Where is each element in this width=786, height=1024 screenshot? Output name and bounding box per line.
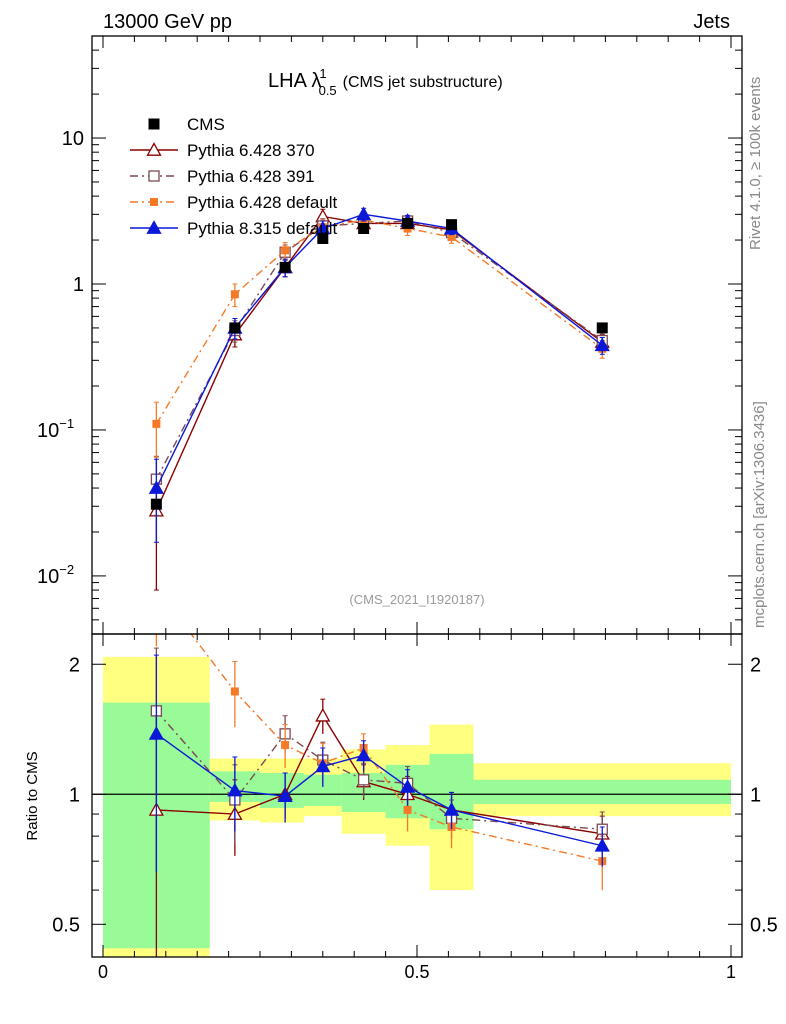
ratio-uncertainty-bands xyxy=(103,656,731,957)
cms-data-point xyxy=(446,219,458,231)
legend-label-pythia-6-428-391: Pythia 6.428 391 xyxy=(187,167,315,186)
axis-ticks: 0 0.5 1 10 1 10−1 10−2 2 2 1 1 0.5 0.5 xyxy=(37,35,778,982)
cms-data-points xyxy=(150,217,608,510)
main-series-layer xyxy=(148,206,610,591)
ratio-axis-label: Ratio to CMS xyxy=(24,751,41,840)
ratio-point xyxy=(148,726,164,740)
ratio-series-pythia-6-428-370 xyxy=(148,698,610,957)
analysis-label: (CMS_2021_I1920187) xyxy=(349,592,484,607)
ratio-line-pythia-6-428-default xyxy=(190,634,603,862)
main-y-tick-label: 10−2 xyxy=(37,562,74,588)
legend-marker-pythia-6-428-default xyxy=(150,198,158,206)
ratio-point xyxy=(356,747,372,762)
cms-data-point xyxy=(402,217,414,229)
cms-data-point xyxy=(317,232,329,244)
data-point xyxy=(152,419,161,428)
ratio-point xyxy=(281,741,290,750)
legend-label-pythia-6-428-default: Pythia 6.428 default xyxy=(187,193,338,212)
ratio-y-tick-label-left: 1 xyxy=(69,784,80,806)
header-category-label: Jets xyxy=(693,11,730,33)
ratio-y-tick-label-right: 1 xyxy=(750,784,761,806)
ratio-point xyxy=(399,779,416,793)
x-tick-label: 1 xyxy=(726,962,736,982)
x-tick-label: 0.5 xyxy=(404,962,429,982)
main-y-tick-label: 10 xyxy=(62,128,84,150)
ratio-line-pythia-6-428-391 xyxy=(155,710,603,830)
series-line-pythia-6-428-370 xyxy=(155,215,603,511)
ratio-point xyxy=(277,788,293,803)
ratio-series-layer xyxy=(148,634,610,957)
ratio-line-pythia-6-428-370 xyxy=(156,714,603,835)
ratio-line-pythia-8-315-default xyxy=(155,733,603,847)
plot-title-subscript: 0.5 xyxy=(319,83,337,98)
legend-marker-pythia-8-315-default xyxy=(146,220,162,234)
series-line-pythia-6-428-default xyxy=(155,219,603,425)
legend: CMS Pythia 6.428 370 Pythia 6.428 391 Pythi… xyxy=(130,115,338,238)
series-pythia-6-428-391 xyxy=(150,214,608,516)
legend-label-pythia-6-428-370: Pythia 6.428 370 xyxy=(187,141,315,160)
plot-title-main: LHA λ xyxy=(268,70,321,92)
ratio-series-pythia-8-315-default xyxy=(148,654,610,873)
data-point xyxy=(447,232,456,241)
main-y-tick-label: 1 xyxy=(73,274,84,296)
ratio-y-tick-label-left: 2 xyxy=(69,654,80,676)
legend-label-cms: CMS xyxy=(187,115,225,134)
ratio-point xyxy=(230,687,239,696)
ratio-point xyxy=(443,802,460,816)
ratio-y-tick-label-right: 0.5 xyxy=(750,914,778,936)
series-line-pythia-8-315-default xyxy=(155,213,603,489)
data-point xyxy=(230,290,239,299)
ratio-y-tick-label-left: 0.5 xyxy=(52,914,80,936)
ratio-point xyxy=(403,805,412,814)
ratio-y-tick-label-right: 2 xyxy=(750,654,761,676)
x-tick-label: 0 xyxy=(98,962,108,982)
plot-title-superscript: 1 xyxy=(319,66,326,81)
cms-data-point xyxy=(150,498,162,510)
ratio-band-green-2 xyxy=(260,773,304,808)
data-point xyxy=(281,246,290,255)
ratio-band-green-7 xyxy=(473,779,731,804)
legend-label-pythia-8-315-default: Pythia 8.315 default xyxy=(187,219,338,238)
ratio-point xyxy=(357,774,370,786)
series-pythia-6-428-370 xyxy=(148,208,610,591)
main-y-tick-label: 10−1 xyxy=(37,416,74,442)
rivet-version-label: Rivet 4.1.0, ≥ 100k events xyxy=(747,77,764,250)
cms-data-point xyxy=(279,261,291,273)
series-pythia-6-428-default xyxy=(152,213,607,458)
plot-title: LHA λ1 0.5 (CMS jet substructure) xyxy=(268,66,503,98)
legend-marker-cms xyxy=(148,118,160,130)
ratio-point xyxy=(315,707,331,722)
data-point xyxy=(356,206,372,221)
data-point xyxy=(594,337,610,352)
ratio-point xyxy=(227,782,243,797)
data-point xyxy=(148,480,164,494)
plot-title-suffix: (CMS jet substructure) xyxy=(343,74,503,91)
legend-marker-pythia-6-428-370 xyxy=(146,142,162,156)
legend-marker-pythia-6-428-391 xyxy=(148,170,160,182)
cms-data-point xyxy=(596,322,608,334)
cms-data-point xyxy=(358,222,370,234)
header-process-label: 13000 GeV pp xyxy=(103,11,232,33)
series-pythia-8-315-default xyxy=(148,206,610,543)
ratio-point xyxy=(594,837,610,852)
ratio-point xyxy=(315,758,331,773)
cms-data-point xyxy=(229,322,241,334)
mcplots-credit-label: mcplots.cern.ch [arXiv:1306.3436] xyxy=(751,401,768,628)
